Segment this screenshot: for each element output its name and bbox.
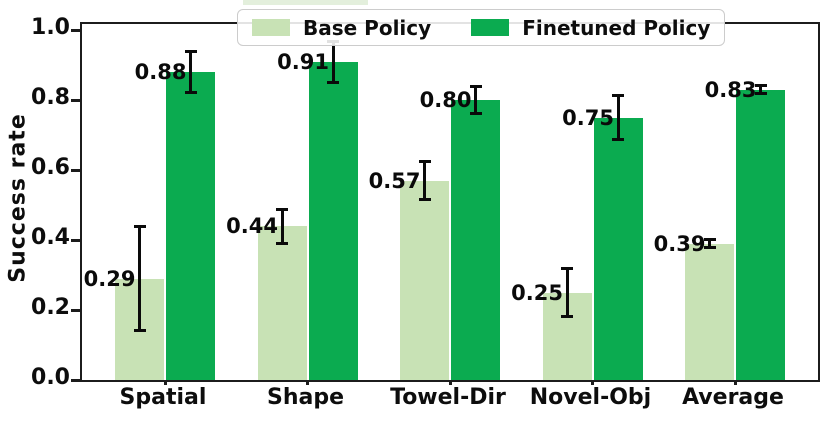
bar-value-label: 0.91 <box>277 49 329 74</box>
error-bar-cap-bottom <box>561 315 573 318</box>
bar-towel-dir-base <box>400 180 449 380</box>
x-tick-label-spatial: Spatial <box>119 385 207 410</box>
error-bar <box>280 208 284 244</box>
error-bar-cap-top <box>184 50 197 53</box>
error-bar-cap-bottom <box>276 241 288 245</box>
legend-item-base-policy: Base Policy <box>252 16 431 40</box>
y-tick-label-0.4: 0.4 <box>31 225 70 250</box>
x-tick-mark <box>163 380 167 385</box>
x-tick-mark <box>591 380 594 385</box>
y-tick-label-0.2: 0.2 <box>31 295 70 320</box>
legend-item-finetuned-policy: Finetuned Policy <box>471 16 710 40</box>
bar-value-label: 0.25 <box>511 280 563 305</box>
bar-average-finetuned <box>736 89 785 380</box>
error-bar-cap-top <box>133 225 146 228</box>
bar-value-label: 0.83 <box>704 77 757 102</box>
y-tick-label-0.0: 0.0 <box>31 365 70 390</box>
bar-towel-dir-finetuned <box>451 100 500 380</box>
error-bar-cap-bottom <box>703 245 716 249</box>
x-tick-mark <box>448 380 452 385</box>
x-tick-label-shape: Shape <box>266 385 345 410</box>
legend: Base Policy Finetuned Policy <box>237 9 726 46</box>
error-bar-cap-top <box>276 207 288 211</box>
error-bar-cap-top <box>469 85 482 88</box>
error-bar-cap-top <box>418 160 431 164</box>
y-tick-mark <box>71 98 80 102</box>
x-tick-label-average: Average <box>682 385 784 410</box>
error-bar <box>423 161 426 200</box>
bar-novel-obj-finetuned <box>593 117 643 380</box>
error-bar-cap-top <box>612 93 624 97</box>
bar-value-label: 0.80 <box>419 88 472 112</box>
bar-value-label: 0.29 <box>83 266 136 291</box>
x-tick-label-novel-obj: Novel-Obj <box>529 385 652 410</box>
error-bar-cap-bottom <box>133 329 146 332</box>
error-bar <box>138 226 141 331</box>
error-bar <box>331 40 335 83</box>
error-bar <box>474 86 477 114</box>
bar-value-label: 0.75 <box>562 105 614 130</box>
error-bar <box>616 94 620 141</box>
bar-value-label: 0.57 <box>368 168 421 193</box>
cropped-edge-artifact <box>243 0 368 5</box>
error-bar-cap-top <box>703 238 716 242</box>
bar-value-label: 0.88 <box>134 60 187 84</box>
x-tick-label-towel-dir: Towel-Dir <box>390 385 506 410</box>
bar-value-label: 0.44 <box>226 214 278 238</box>
error-bar <box>189 51 192 93</box>
y-tick-mark <box>71 308 80 312</box>
error-bar-cap-bottom <box>612 138 624 142</box>
legend-swatch-finetuned-policy-icon <box>471 19 510 36</box>
error-bar <box>565 268 569 317</box>
error-bar-cap-top <box>561 267 573 270</box>
error-bar-cap-bottom <box>327 80 339 84</box>
legend-swatch-base-policy-icon <box>252 19 290 36</box>
error-bar-cap-bottom <box>184 91 197 94</box>
y-tick-label-1.0: 1.0 <box>31 15 70 40</box>
x-tick-mark <box>733 380 737 385</box>
error-bar <box>759 85 762 94</box>
legend-label-finetuned-policy: Finetuned Policy <box>522 15 711 40</box>
error-bar-cap-bottom <box>754 91 767 95</box>
y-tick-mark <box>71 238 80 242</box>
error-bar-cap-bottom <box>418 197 431 201</box>
y-axis-title: Success rate <box>5 113 31 283</box>
y-tick-label-0.6: 0.6 <box>31 155 70 180</box>
error-bar-cap-top <box>754 84 767 88</box>
x-tick-mark <box>306 380 309 385</box>
legend-label-base-policy: Base Policy <box>303 15 432 40</box>
y-tick-mark <box>71 168 80 172</box>
bar-shape-base <box>257 226 307 380</box>
bar-average-base <box>685 243 734 380</box>
bar-spatial-finetuned <box>166 72 215 380</box>
error-bar-cap-bottom <box>469 112 482 115</box>
bar-shape-finetuned <box>308 61 358 380</box>
plot-area: 0.29 0.44 0.57 0.25 0.39 0.88 0.91 0.80 0.75 0.83 <box>71 22 820 385</box>
y-tick-mark <box>71 378 80 382</box>
y-tick-label-0.8: 0.8 <box>31 85 70 110</box>
y-tick-mark <box>71 28 80 32</box>
bar-value-label: 0.39 <box>653 231 706 256</box>
error-bar <box>708 239 711 248</box>
